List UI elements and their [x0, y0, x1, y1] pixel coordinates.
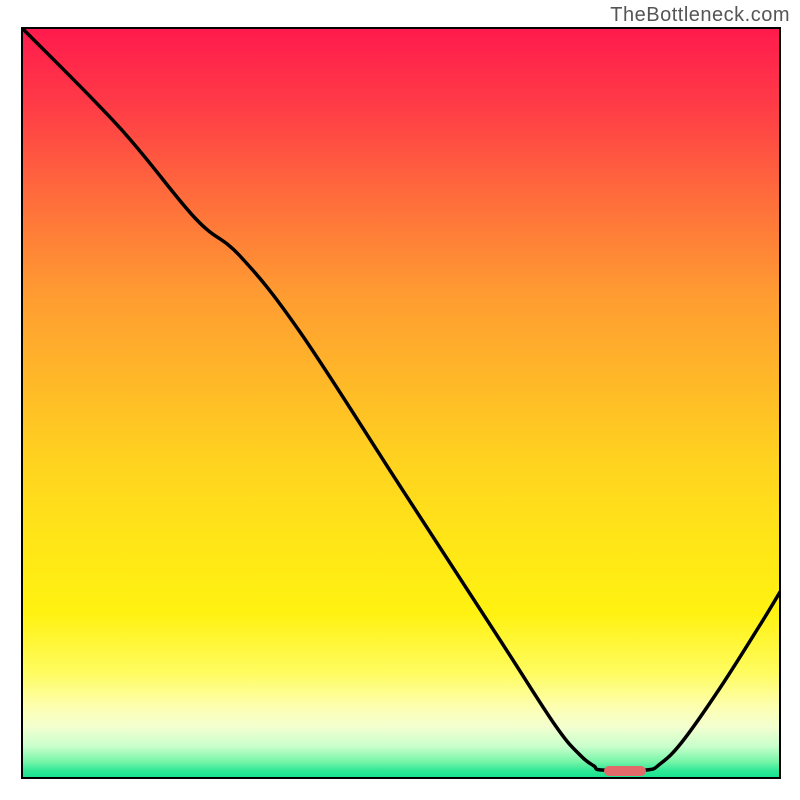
chart-container: TheBottleneck.com — [0, 0, 800, 800]
watermark-text: TheBottleneck.com — [610, 4, 790, 27]
gradient-chart — [0, 0, 800, 800]
optimal-marker — [604, 766, 646, 776]
gradient-background — [22, 28, 780, 778]
